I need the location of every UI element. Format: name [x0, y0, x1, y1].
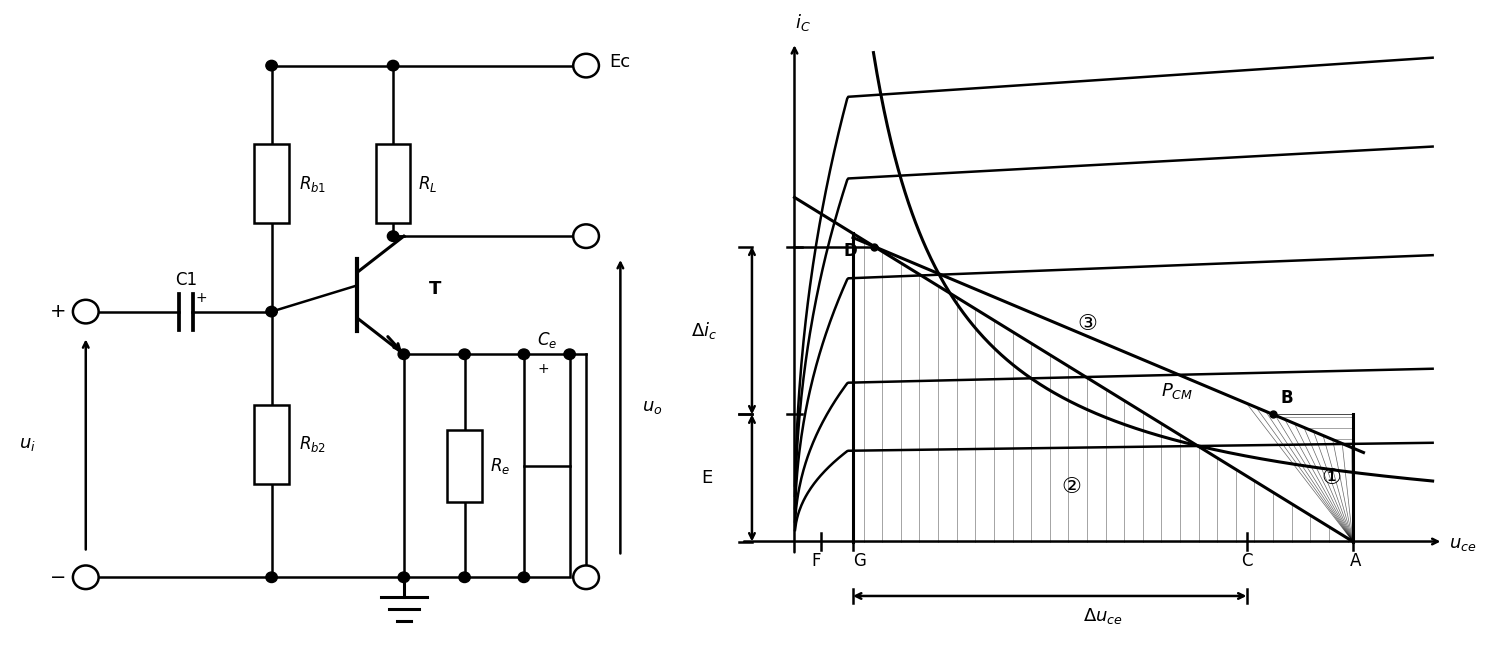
Text: $\Delta u_{ce}$: $\Delta u_{ce}$: [1083, 606, 1123, 626]
Text: −: −: [51, 568, 67, 586]
Bar: [255, 405, 289, 484]
Circle shape: [398, 572, 409, 583]
Bar: [524, 354, 570, 577]
Text: $u_{ce}$: $u_{ce}$: [1449, 535, 1476, 553]
Circle shape: [459, 349, 471, 359]
Text: +: +: [51, 302, 67, 321]
Circle shape: [573, 224, 599, 248]
Text: ②: ②: [1062, 477, 1081, 497]
Bar: [375, 144, 411, 223]
Text: C: C: [1240, 552, 1252, 571]
Text: $R_{b2}$: $R_{b2}$: [299, 434, 326, 455]
Bar: [447, 430, 482, 502]
Circle shape: [518, 572, 530, 583]
Text: F: F: [812, 552, 820, 571]
Circle shape: [387, 60, 399, 71]
Text: $u_o$: $u_o$: [642, 398, 663, 416]
Text: $P_{CM}$: $P_{CM}$: [1161, 381, 1194, 401]
Text: $\Delta i_c$: $\Delta i_c$: [691, 320, 718, 341]
Circle shape: [267, 306, 277, 317]
Text: $u_i$: $u_i$: [19, 436, 36, 453]
Text: $R_{b1}$: $R_{b1}$: [299, 174, 326, 194]
Circle shape: [387, 231, 399, 241]
Text: D: D: [843, 241, 858, 260]
Circle shape: [564, 349, 575, 359]
Circle shape: [573, 565, 599, 589]
Text: B: B: [1281, 389, 1292, 407]
Text: ①: ①: [1322, 468, 1342, 488]
Text: T: T: [429, 279, 441, 298]
Circle shape: [267, 60, 277, 71]
Text: A: A: [1351, 552, 1361, 571]
Text: $R_L$: $R_L$: [418, 174, 438, 194]
Text: +: +: [538, 361, 549, 376]
Circle shape: [73, 300, 98, 323]
Text: G: G: [853, 552, 865, 571]
Text: Ec: Ec: [609, 53, 630, 72]
Text: E: E: [701, 469, 712, 487]
Circle shape: [267, 572, 277, 583]
Text: ③: ③: [1077, 314, 1097, 334]
Text: $R_e$: $R_e$: [490, 456, 509, 476]
Text: +: +: [195, 291, 207, 305]
Bar: [255, 144, 289, 223]
Text: $i_C$: $i_C$: [795, 12, 810, 33]
Circle shape: [73, 565, 98, 589]
Circle shape: [518, 349, 530, 359]
Circle shape: [573, 54, 599, 77]
Text: C1: C1: [174, 272, 197, 289]
Circle shape: [398, 349, 409, 359]
Circle shape: [459, 572, 471, 583]
Text: $C_e$: $C_e$: [536, 330, 557, 350]
